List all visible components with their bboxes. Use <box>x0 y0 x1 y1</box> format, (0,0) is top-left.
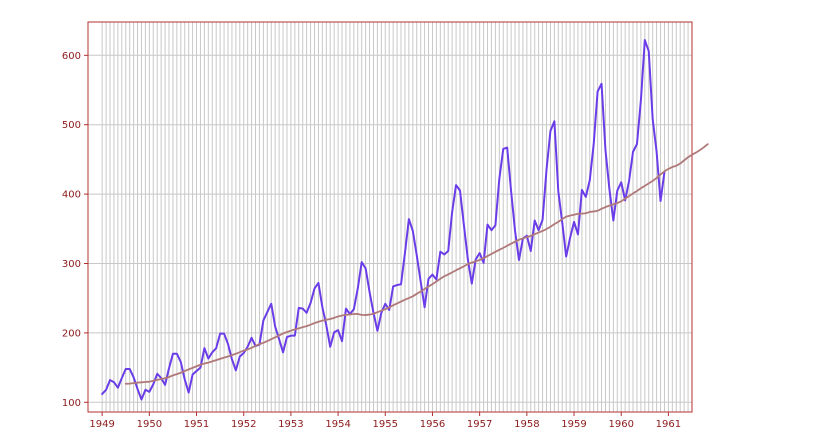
x-tick-label: 1956 <box>420 419 445 430</box>
y-tick-label: 300 <box>62 259 81 270</box>
x-axis-ticks: 1949 1950 1951 1952 1953 1954 1955 1956 1957 1958… <box>89 412 681 430</box>
vertical-gridlines <box>101 22 693 412</box>
x-tick-label: 1960 <box>608 419 633 430</box>
y-tick-label: 500 <box>62 120 81 131</box>
x-tick-label: 1955 <box>373 419 398 430</box>
x-tick-label: 1957 <box>467 419 492 430</box>
x-tick-label: 1952 <box>231 419 256 430</box>
x-tick-label: 1954 <box>325 419 350 430</box>
y-tick-label: 400 <box>62 190 81 201</box>
y-tick-label: 100 <box>62 398 81 409</box>
x-tick-label: 1959 <box>561 419 586 430</box>
series-line-rolling-mean <box>124 143 709 385</box>
y-tick-label: 200 <box>62 328 81 339</box>
x-tick-label: 1951 <box>184 419 209 430</box>
x-tick-label: 1949 <box>89 419 114 430</box>
x-tick-label: 1950 <box>137 419 162 430</box>
horizontal-gridlines <box>88 54 692 403</box>
series-line-original <box>101 39 666 401</box>
series-layer <box>101 39 709 401</box>
x-tick-label: 1961 <box>656 419 681 430</box>
x-tick-label: 1953 <box>278 419 303 430</box>
y-tick-label: 600 <box>62 51 81 62</box>
x-tick-label: 1958 <box>514 419 539 430</box>
plot-area-frame <box>87 21 693 413</box>
y-axis-ticks: 100 200 300 400 500 600 <box>62 51 88 409</box>
